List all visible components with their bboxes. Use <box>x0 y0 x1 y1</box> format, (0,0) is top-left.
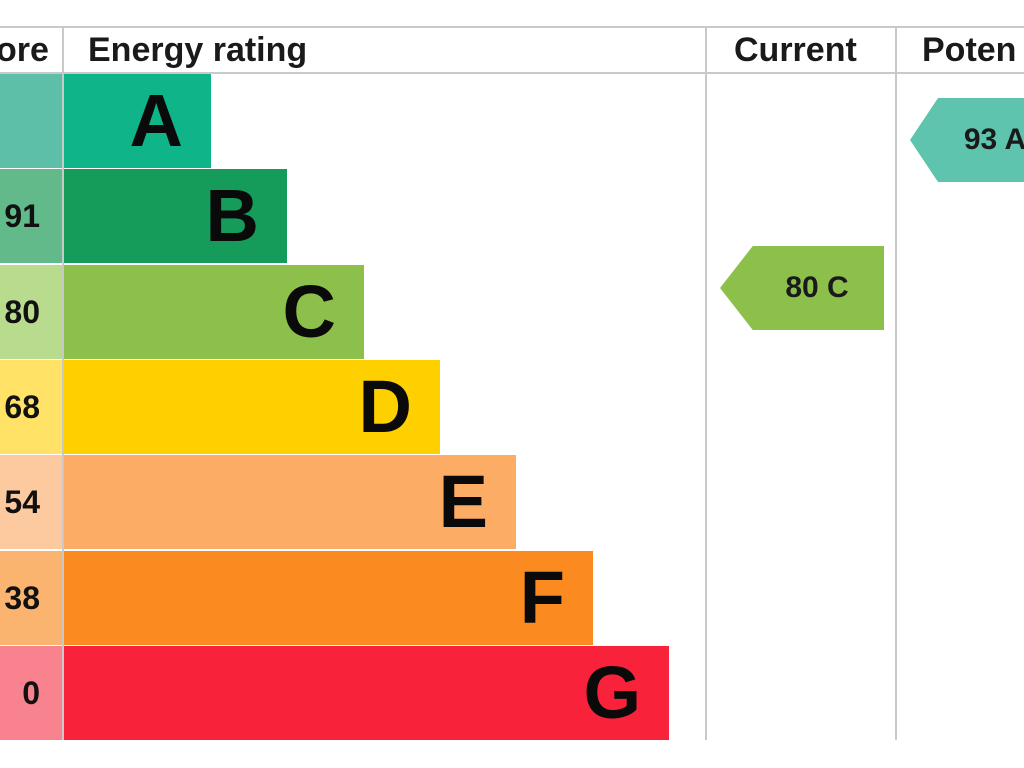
top-border <box>0 26 1024 28</box>
band-bar-c: C <box>64 265 364 359</box>
score-range-c: 80 <box>0 265 62 359</box>
potential-header: Poten <box>922 31 1017 69</box>
band-letter-a: A <box>129 79 183 162</box>
current-header: Current <box>734 31 857 69</box>
energy-rating-header: Energy rating <box>88 31 308 69</box>
band-letter-g: G <box>583 651 641 734</box>
current-rating-label: 80 C <box>785 271 849 304</box>
potential-column-left-divider <box>895 26 897 740</box>
band-letter-b: B <box>205 174 259 257</box>
band-letter-d: D <box>358 365 412 448</box>
score-range-b: 91 <box>0 169 62 263</box>
band-bar-f: F <box>64 551 593 645</box>
score-column-divider <box>62 26 64 740</box>
score-header: ore <box>0 31 49 69</box>
band-bar-g: G <box>64 646 669 740</box>
score-range-d: 68 <box>0 360 62 454</box>
band-letter-c: C <box>282 270 336 353</box>
band-bar-b: B <box>64 169 287 263</box>
score-range-f: 38 <box>0 551 62 645</box>
current-rating-arrow: 80 C <box>720 246 884 330</box>
band-bar-d: D <box>64 360 440 454</box>
band-bar-e: E <box>64 455 516 549</box>
band-letter-f: F <box>519 556 565 639</box>
band-bar-a: A <box>64 74 211 168</box>
score-range-a <box>0 74 62 168</box>
potential-rating-arrow: 93 A <box>910 98 1024 182</box>
score-range-g: 0 <box>0 646 62 740</box>
header-divider <box>0 72 1024 74</box>
potential-rating-label: 93 A <box>963 123 1024 156</box>
band-letter-e: E <box>438 460 488 543</box>
current-column-left-divider <box>705 26 707 740</box>
score-range-e: 54 <box>0 455 62 549</box>
